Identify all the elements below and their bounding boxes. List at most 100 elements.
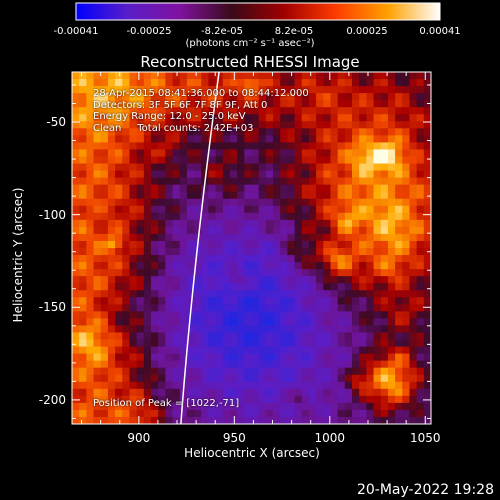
heatmap-cell [107, 107, 116, 115]
heatmap-cell [416, 156, 425, 165]
heatmap-cell [93, 233, 102, 242]
heatmap-cell [359, 149, 367, 157]
heatmap-cell [107, 205, 116, 214]
heatmap-cell [402, 128, 410, 136]
heatmap-cell [373, 177, 382, 186]
heatmap-cell [416, 311, 425, 319]
heatmap-cell [273, 367, 281, 376]
heatmap-cell [93, 198, 102, 207]
heatmap-cell [373, 149, 382, 157]
heatmap-cell [143, 121, 152, 129]
heatmap-cell [179, 191, 188, 200]
heatmap-cell [158, 311, 166, 319]
heatmap-cell [208, 332, 217, 341]
heatmap-cell [79, 93, 87, 101]
heatmap-cell [423, 409, 431, 418]
heatmap-cell [323, 388, 331, 397]
heatmap-cell [316, 100, 324, 108]
heatmap-cell [330, 346, 339, 355]
heatmap-cell [280, 72, 288, 80]
heatmap-cell [86, 283, 95, 291]
heatmap-cell [229, 163, 238, 172]
heatmap-cell [172, 360, 181, 369]
heatmap-cell [129, 121, 138, 129]
heatmap-cell [423, 311, 431, 319]
heatmap-cell [222, 374, 231, 383]
heatmap-cell [158, 290, 166, 298]
heatmap-cell [387, 79, 396, 87]
heatmap-cell [387, 402, 396, 411]
heatmap-cell [258, 205, 267, 214]
heatmap-cell [165, 360, 174, 369]
heatmap-cell [215, 93, 224, 101]
heatmap-cell [373, 346, 382, 355]
heatmap-cell [115, 339, 123, 348]
heatmap-cell [294, 353, 303, 362]
heatmap-cell [280, 163, 288, 172]
heatmap-cell [215, 205, 224, 214]
heatmap-cell [280, 184, 288, 193]
heatmap-cell [186, 177, 195, 186]
heatmap-cell [72, 79, 80, 87]
heatmap-cell [93, 262, 102, 270]
heatmap-cell [179, 276, 188, 284]
heatmap-cell [115, 142, 123, 150]
heatmap-cell [330, 388, 339, 397]
heatmap-cell [337, 304, 346, 312]
heatmap-cell [416, 205, 425, 214]
heatmap-cell [129, 198, 138, 207]
heatmap-cell [172, 290, 181, 298]
heatmap-cell [352, 107, 360, 115]
heatmap-cell [129, 114, 138, 122]
heatmap-cell [251, 72, 260, 80]
heatmap-cell [409, 248, 418, 256]
heatmap-cell [229, 374, 238, 383]
heatmap-cell [402, 177, 410, 186]
heatmap-cell [179, 297, 188, 305]
heatmap-cell [115, 226, 123, 235]
heatmap-cell [301, 226, 310, 235]
heatmap-cell [194, 416, 202, 424]
heatmap-cell [409, 374, 418, 383]
heatmap-cell [100, 402, 109, 411]
heatmap-cell [344, 367, 353, 376]
heatmap-cell [129, 135, 138, 143]
heatmap-cell [308, 353, 317, 362]
heatmap-cell [366, 367, 375, 376]
heatmap-cell [359, 297, 367, 305]
heatmap-cell [186, 212, 195, 221]
heatmap-cell [301, 142, 310, 150]
heatmap-cell [359, 184, 367, 193]
heatmap-cell [136, 262, 145, 270]
heatmap-cell [423, 163, 431, 172]
heatmap-cell [158, 135, 166, 143]
heatmap-cell [330, 170, 339, 179]
heatmap-cell [323, 191, 331, 200]
heatmap-cell [301, 79, 310, 87]
heatmap-cell [172, 416, 181, 424]
heatmap-cell [79, 269, 87, 277]
heatmap-cell [352, 170, 360, 179]
heatmap-cell [172, 388, 181, 397]
heatmap-cell [387, 100, 396, 108]
heatmap-cell [150, 191, 159, 200]
heatmap-cell [323, 353, 331, 362]
heatmap-cell [352, 311, 360, 319]
heatmap-cell [172, 353, 181, 362]
heatmap-cell [86, 290, 95, 298]
heatmap-cell [194, 388, 202, 397]
heatmap-cell [215, 114, 224, 122]
heatmap-cell [158, 283, 166, 291]
heatmap-cell [387, 72, 396, 80]
heatmap-cell [280, 395, 288, 404]
heatmap-cell [258, 283, 267, 291]
heatmap-cell [258, 269, 267, 277]
heatmap-cell [294, 297, 303, 305]
heatmap-cell [330, 304, 339, 312]
heatmap-cell [215, 395, 224, 404]
heatmap-cell [129, 290, 138, 298]
heatmap-cell [359, 100, 367, 108]
heatmap-cell [273, 325, 281, 333]
heatmap-cell [107, 276, 116, 284]
heatmap-cell [165, 304, 174, 312]
